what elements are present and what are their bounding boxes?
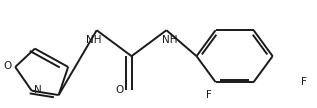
Text: O: O: [3, 61, 11, 71]
Text: O: O: [115, 85, 124, 95]
Text: N: N: [34, 85, 42, 95]
Text: F: F: [206, 90, 212, 100]
Text: NH: NH: [86, 35, 101, 45]
Text: NH: NH: [162, 35, 177, 45]
Text: F: F: [301, 77, 307, 87]
